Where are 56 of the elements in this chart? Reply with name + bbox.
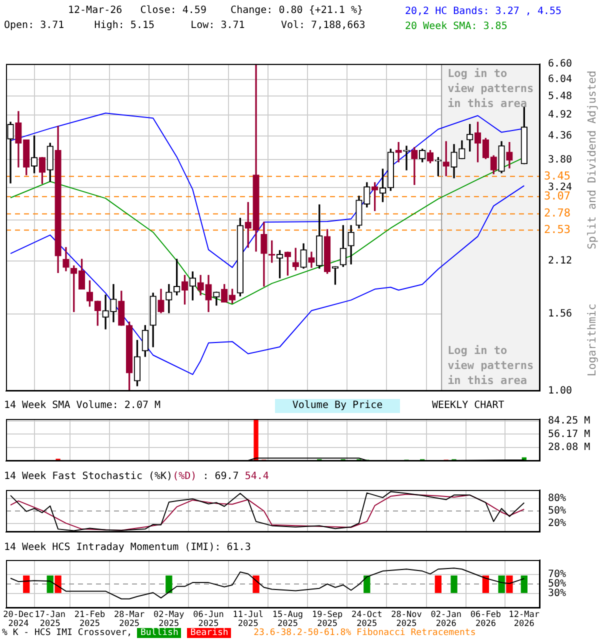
y-tick-label: 1.00 <box>548 386 572 397</box>
y-tick-label: 6.60 <box>548 58 572 70</box>
y-tick-label: 5.48 <box>548 90 572 102</box>
y-tick-label: 3.80 <box>548 154 572 166</box>
x-tick-label: 15-Aug 2025 <box>272 610 304 630</box>
y-tick-label: 80% <box>548 492 566 504</box>
y-tick-label: 6.04 <box>548 74 572 85</box>
x-tick-label: 20-Dec 2024 <box>3 610 34 630</box>
chart-title: 12-Mar-26 Close: 4.59 Change: 0.80 {+21.1 %} <box>68 4 364 18</box>
annotation: Log in to view patterns in this area <box>448 343 535 388</box>
y-tick-label: 20% <box>548 518 566 530</box>
chart-title: 14 Week HCS Intraday Momentum (IMI): 61.3 <box>4 541 251 555</box>
y-tick-label: 2.12 <box>548 255 572 266</box>
x-tick-label: 11-Jul 2025 <box>232 610 264 630</box>
annotation: Log in to view patterns in this area <box>448 66 535 111</box>
x-tick-label: 17-Jan 2025 <box>34 610 66 630</box>
text: WEEKLY CHART <box>432 399 504 413</box>
series-label: (%K) <box>148 471 173 482</box>
x-tick-label: 12-Mar 2026 <box>508 610 540 630</box>
y-tick-label: 1.56 <box>548 308 572 320</box>
text: Volume By Price <box>275 399 400 413</box>
y-tick-label: 4.36 <box>548 130 572 142</box>
chart-title: 14 Week SMA Volume: 2.07 M <box>4 399 161 413</box>
ref-line-label: 2.53 <box>544 223 570 236</box>
y-tick-label: 28.08 M <box>548 442 590 454</box>
y-tick-label: 70% <box>548 568 566 580</box>
y-tick-label: 50% <box>548 506 566 517</box>
chart-subtitle: Open: 3.71 High: 5.15 Low: 3.71 Vol: 7,188,663 <box>4 19 366 33</box>
chart-title: 14 Week Fast Stochastic <box>4 471 144 482</box>
ref-line-label: 2.78 <box>544 206 570 220</box>
x-tick-label: 06-Feb 2026 <box>470 610 502 630</box>
text: Bearish <box>187 628 232 638</box>
y-tick-label: 50% <box>548 578 566 590</box>
text: : 69.7 <box>202 471 239 482</box>
text: 23.6-38.2-50-61.8% Fibonacci Retracements <box>252 628 476 638</box>
y-tick-label: 4.92 <box>548 110 572 120</box>
x-tick-label: 28-Nov 2025 <box>391 610 422 630</box>
text: % K - HCS IMI Crossover, <box>2 628 134 638</box>
x-tick-label: 02-Jan 2026 <box>430 610 462 630</box>
text: 20,2 HC Bands: 3.27 , 4.55 <box>405 6 562 17</box>
y-tick-label: 84.25 M <box>548 415 590 426</box>
text: 54.4 <box>244 471 269 482</box>
x-tick-label: 02-May 2025 <box>154 610 184 630</box>
text: Logarithmic <box>586 304 598 376</box>
series-label: (%D) <box>172 471 197 482</box>
text: Split and Dividend Adjusted <box>586 70 598 250</box>
x-tick-label: 24-Oct 2025 <box>352 610 382 630</box>
x-tick-label: 28-Mar 2025 <box>114 610 145 630</box>
x-tick-label: 06-Jun 2025 <box>193 610 224 630</box>
text: 20 Week SMA: 3.85 <box>405 21 508 32</box>
ref-line-label: 3.45 <box>544 169 570 182</box>
y-tick-label: 30% <box>548 588 566 600</box>
text: Bullish <box>137 628 182 638</box>
y-tick-label: 56.17 M <box>548 428 590 440</box>
x-tick-label: 21-Feb 2025 <box>74 610 106 630</box>
x-tick-label: 19-Sep 2025 <box>312 610 343 630</box>
